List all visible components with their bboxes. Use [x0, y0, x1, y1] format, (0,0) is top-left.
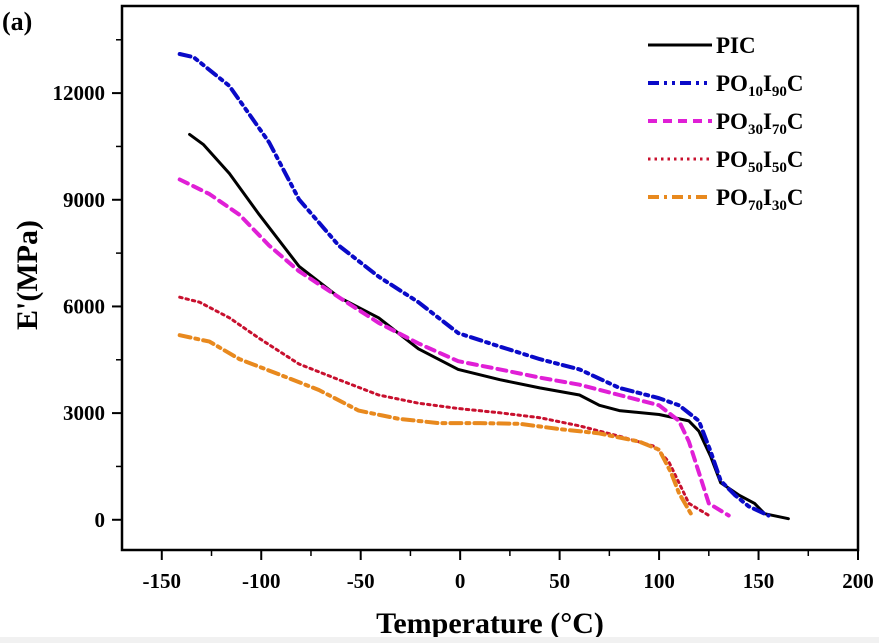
x-tick-label: -50 [347, 569, 375, 593]
legend-subscript: 30 [748, 122, 763, 138]
legend-label: PO70I30C [716, 185, 804, 214]
series-line-po10i90c [177, 52, 771, 518]
x-tick-label: 200 [842, 569, 874, 593]
legend-subscript: 90 [772, 84, 787, 100]
series-line-po70i30c [177, 333, 693, 516]
x-tick-label: 0 [455, 569, 466, 593]
legend-text-part: I [763, 147, 772, 172]
legend-text-part: I [763, 185, 772, 210]
legend-label: PO50I50C [716, 147, 804, 176]
x-tick-label: 100 [643, 569, 675, 593]
legend-item: PO50I50C [648, 147, 804, 176]
x-tick-label: 50 [549, 569, 570, 593]
legend-text-part: PO [716, 147, 748, 172]
series-layer [177, 52, 790, 521]
legend-subscript: 50 [772, 160, 787, 176]
x-axis-title: Temperature (°C) [376, 607, 604, 640]
x-tick-label: -100 [242, 569, 281, 593]
series-line-po50i50c [178, 295, 713, 519]
x-tick-label: 150 [743, 569, 775, 593]
legend-label: PO10I90C [716, 71, 804, 100]
y-tick-label: 9000 [63, 188, 105, 212]
y-tick-label: 3000 [63, 401, 105, 425]
bottom-strip [0, 637, 879, 643]
series-line-po30i70c [177, 177, 731, 518]
panel-label: (a) [2, 7, 32, 36]
legend-subscript: 30 [772, 198, 787, 214]
series-line-pic [188, 132, 790, 521]
legend-label: PIC [716, 33, 756, 58]
legend-subscript: 70 [748, 198, 763, 214]
legend-text-part: I [763, 71, 772, 96]
legend-label: PO30I70C [716, 109, 804, 138]
y-tick-label: 0 [95, 508, 106, 532]
legend-text-part: PO [716, 109, 748, 134]
y-axis: 0 3000 6000 9000 12000 [53, 39, 122, 532]
plot-frame [120, 4, 860, 552]
plot-border [120, 4, 860, 552]
legend-text-part: C [787, 109, 804, 134]
legend-subscript: 10 [748, 84, 763, 100]
y-axis-title: E'(MPa) [11, 220, 44, 330]
legend-text-part: I [763, 109, 772, 134]
x-tick-label: -150 [143, 569, 182, 593]
legend-item: PO30I70C [648, 109, 804, 138]
legend-subscript: 50 [748, 160, 763, 176]
legend-text-part: C [787, 185, 804, 210]
legend-text-part: PO [716, 71, 748, 96]
x-axis: -150 -100 -50 0 50 100 150 200 [143, 550, 874, 593]
legend-text-part: PIC [716, 33, 756, 58]
legend-text-part: C [787, 71, 804, 96]
legend-text-part: PO [716, 185, 748, 210]
legend-subscript: 70 [772, 122, 787, 138]
legend-item: PO70I30C [648, 185, 804, 214]
legend-text-part: C [787, 147, 804, 172]
y-tick-label: 12000 [53, 81, 106, 105]
y-tick-label: 6000 [63, 294, 105, 318]
legend-item: PO10I90C [648, 71, 804, 100]
legend-item: PIC [648, 33, 756, 58]
